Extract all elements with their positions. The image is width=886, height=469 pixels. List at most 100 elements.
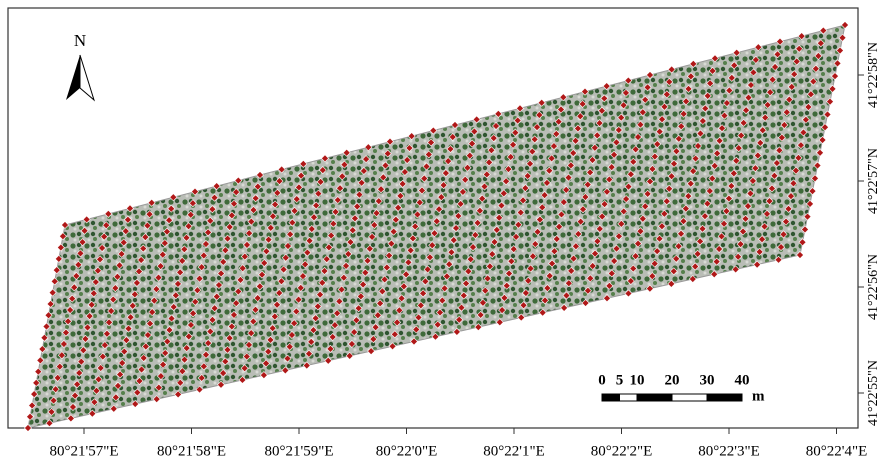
- tree-marker: [705, 187, 714, 196]
- tree-marker: [193, 286, 202, 295]
- tree-marker: [559, 198, 568, 207]
- tree-marker: [165, 326, 174, 334]
- tree-marker: [225, 334, 234, 343]
- tree-marker: [838, 33, 847, 42]
- tree-marker: [159, 360, 168, 369]
- tree-marker: [766, 88, 775, 97]
- tree-marker: [346, 238, 355, 247]
- tree-marker: [758, 126, 767, 135]
- tree-marker: [431, 332, 440, 341]
- tree-marker: [59, 339, 68, 348]
- tree-marker: [744, 202, 752, 211]
- tree-marker: [489, 134, 498, 143]
- tree-marker: [47, 407, 56, 416]
- tree-marker: [457, 303, 466, 312]
- tree-marker: [406, 246, 415, 255]
- tree-marker: [782, 108, 791, 117]
- tree-marker: [533, 123, 541, 132]
- tree-marker: [665, 77, 674, 86]
- tree-marker: [495, 318, 504, 327]
- tree-marker: [826, 97, 834, 106]
- tree-marker: [579, 205, 587, 214]
- tree-marker: [574, 229, 583, 238]
- tree-marker: [294, 295, 303, 304]
- tree-marker: [361, 268, 370, 277]
- tree-marker: [141, 233, 150, 242]
- tree-marker: [171, 291, 180, 300]
- tree-marker: [545, 166, 554, 175]
- tree-marker: [219, 369, 228, 378]
- tree-marker: [275, 177, 284, 186]
- tree-marker: [152, 395, 161, 404]
- tree-marker: [513, 116, 522, 125]
- tree-marker: [184, 222, 193, 231]
- tree-marker: [73, 380, 82, 389]
- tree-marker: [688, 275, 697, 283]
- tree-marker: [638, 214, 647, 223]
- tree-marker: [677, 122, 686, 131]
- tree-marker: [626, 277, 635, 285]
- tree-marker: [789, 179, 798, 188]
- tree-marker: [717, 232, 726, 241]
- tree-marker: [586, 168, 595, 177]
- tree-marker: [24, 424, 32, 432]
- tree-marker: [391, 215, 400, 224]
- tree-marker: [552, 129, 561, 138]
- tree-marker: [382, 263, 391, 272]
- scale-label: 5: [616, 372, 624, 388]
- tree-marker: [404, 258, 413, 267]
- tree-marker: [362, 155, 371, 164]
- tree-marker: [679, 109, 688, 118]
- tree-marker: [660, 209, 669, 218]
- tree-marker: [517, 313, 526, 322]
- tree-marker: [519, 301, 528, 310]
- tree-marker: [447, 248, 456, 257]
- scale-label: 40: [735, 372, 750, 388]
- tree-marker: [672, 147, 681, 156]
- tree-marker: [684, 192, 693, 201]
- tree-marker: [128, 301, 137, 310]
- tree-marker: [782, 217, 790, 226]
- tree-marker: [424, 150, 433, 159]
- tree-marker: [506, 152, 515, 161]
- tree-marker: [301, 260, 310, 269]
- tree-marker: [247, 217, 256, 226]
- tree-marker: [367, 347, 376, 356]
- tree-marker: [559, 93, 568, 102]
- tree-marker: [624, 289, 633, 298]
- tree-marker: [348, 226, 357, 235]
- tree-marker: [286, 230, 295, 239]
- tree-marker: [730, 61, 739, 70]
- tree-marker: [137, 256, 146, 264]
- tree-marker: [488, 250, 497, 259]
- tree-marker: [119, 238, 128, 247]
- tree-marker: [432, 217, 441, 226]
- tree-marker: [124, 324, 133, 333]
- tree-marker: [779, 230, 788, 239]
- tree-marker: [407, 132, 416, 141]
- tree-marker: [581, 87, 589, 96]
- tree-marker: [53, 373, 62, 382]
- tree-marker: [507, 257, 516, 266]
- tree-marker: [385, 251, 394, 260]
- tree-marker: [132, 278, 141, 287]
- tree-marker: [505, 269, 514, 278]
- tree-marker: [87, 300, 96, 309]
- tree-marker: [836, 46, 844, 55]
- tree-marker: [281, 366, 290, 375]
- tree-marker: [530, 135, 539, 144]
- tree-marker: [275, 289, 284, 297]
- tree-marker: [40, 333, 49, 342]
- tree-marker: [485, 158, 494, 167]
- tree-marker: [83, 323, 92, 332]
- tree-marker: [495, 213, 504, 222]
- tree-marker: [395, 306, 404, 315]
- tree-marker: [643, 83, 652, 92]
- tree-marker: [446, 145, 455, 154]
- tree-marker: [463, 163, 472, 172]
- tree-marker: [689, 167, 698, 176]
- tree-marker: [684, 84, 693, 93]
- tree-marker: [451, 121, 459, 129]
- arrow-right: [79, 54, 95, 102]
- tree-marker: [148, 308, 157, 317]
